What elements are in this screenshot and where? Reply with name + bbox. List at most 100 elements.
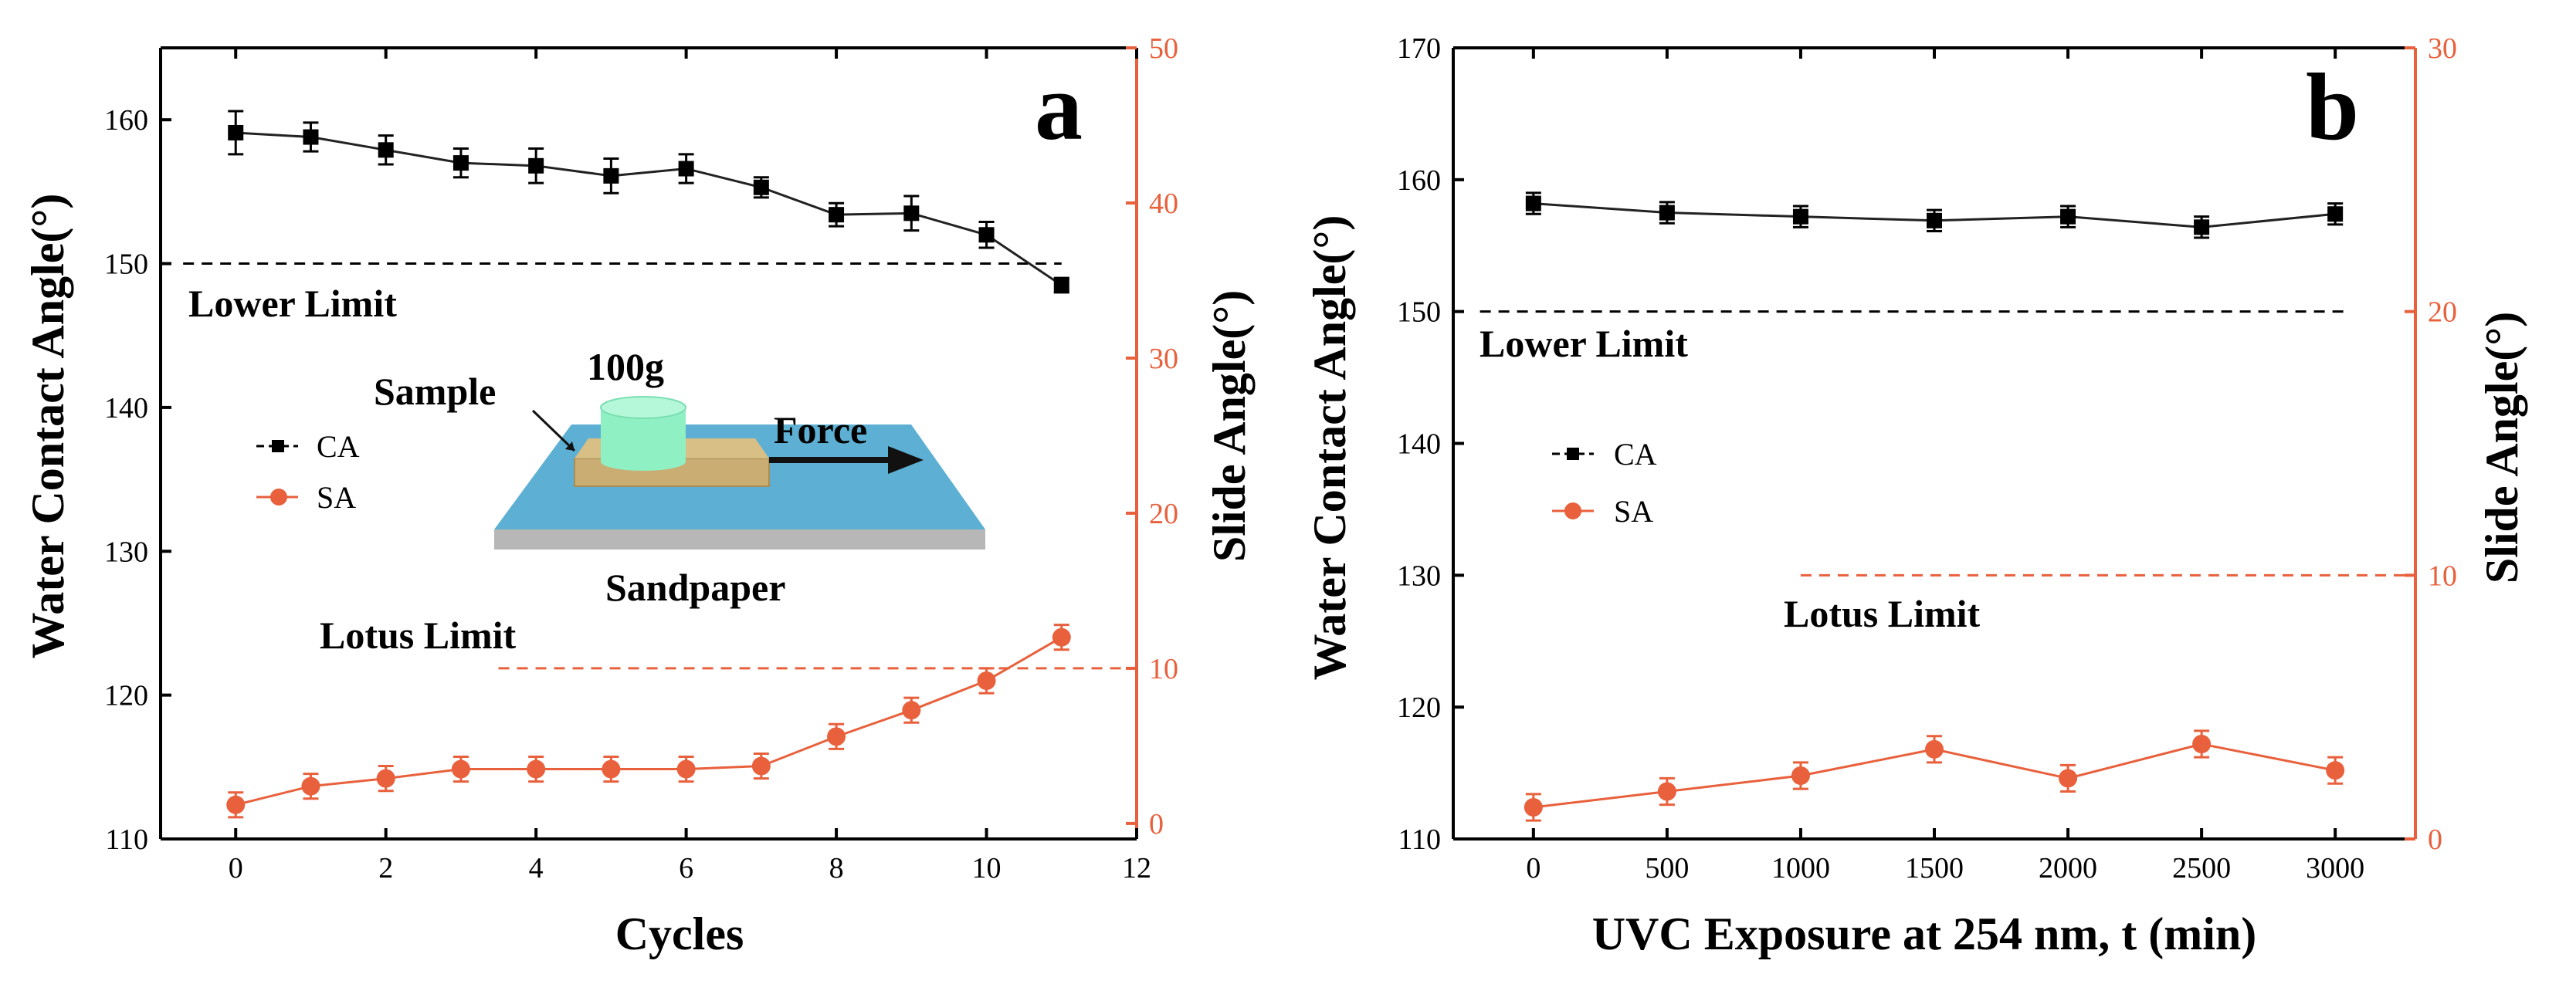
panel-b-data-point-sa bbox=[1524, 798, 1543, 817]
panel-b-x-tick-label: 1000 bbox=[1771, 852, 1830, 884]
panel-b-x-tick-label: 2500 bbox=[2172, 852, 2231, 884]
legend-ca-label: CA bbox=[1614, 437, 1657, 472]
panel-a-data-point-ca bbox=[753, 179, 769, 195]
panel-a-y-left-tick-label: 120 bbox=[104, 680, 148, 712]
panel-b-plot: 0 500 1000 1500 2000 2500 3000 110 120 130 140 150 1… bbox=[1397, 32, 2457, 884]
panel-b-data-point-ca bbox=[1927, 212, 1942, 228]
panel-a-data-point-ca bbox=[978, 227, 995, 243]
panel-b-x-tick-label: 500 bbox=[1645, 852, 1689, 884]
panel-b-y-right-tick-label: 20 bbox=[2428, 296, 2457, 329]
panel-b-lotus-limit-label: Lotus Limit bbox=[1784, 592, 1981, 635]
panel-a-data-point-ca bbox=[528, 157, 544, 174]
panel-a-data-point-sa bbox=[1052, 627, 1071, 647]
panel-b: b UVC Exposure at 254 nm, t (min) Water … bbox=[1304, 54, 2527, 959]
panel-a-y-left-tick-label: 150 bbox=[104, 249, 148, 281]
abrasion-test-diagram: 100g Sample Force Sandpaper bbox=[374, 345, 985, 609]
panel-a-x-tick-label: 12 bbox=[1122, 852, 1151, 884]
panel-a-letter: a bbox=[1035, 54, 1083, 160]
panel-b-data-point-ca bbox=[1659, 205, 1675, 221]
panel-b-y-left-tick-label: 140 bbox=[1397, 428, 1441, 461]
panel-a-data-point-ca bbox=[678, 161, 694, 177]
panel-b-data-point-sa bbox=[1657, 782, 1676, 801]
panel-a-x-title: Cycles bbox=[615, 908, 744, 959]
legend-sa-marker bbox=[270, 489, 287, 506]
panel-a-data-point-sa bbox=[301, 776, 320, 796]
panel-a-legend: CA SA bbox=[256, 429, 360, 515]
weight-top bbox=[600, 396, 686, 419]
panel-b-data-point-ca bbox=[2194, 219, 2210, 235]
panel-a-plot: 0 2 4 6 8 10 12 110 120 130 140 150 160 0 10 20 30 40 50 bbox=[104, 32, 1178, 884]
panel-b-data-point-ca bbox=[2327, 206, 2344, 222]
panel-a-data-point-ca bbox=[228, 124, 244, 140]
panel-b-data-point-ca bbox=[1525, 195, 1541, 211]
panel-a-data-point-ca bbox=[903, 205, 920, 222]
panel-a-x-tick-label: 6 bbox=[679, 852, 693, 884]
panel-a-data-point-sa bbox=[676, 759, 696, 779]
panel-a-lower-limit-label: Lower Limit bbox=[188, 282, 397, 325]
legend-sa-marker bbox=[1564, 502, 1581, 519]
panel-b-y-left-tick-label: 130 bbox=[1397, 560, 1441, 592]
legend-ca-marker bbox=[1567, 448, 1579, 460]
panel-b-y-left-tick-label: 170 bbox=[1397, 32, 1441, 65]
sample-pointer-arrow bbox=[565, 441, 575, 451]
panel-b-y-right-tick-label: 10 bbox=[2428, 560, 2457, 592]
panel-a-data-point-sa bbox=[451, 759, 470, 779]
panel-a-y-right-tick-label: 10 bbox=[1149, 653, 1178, 685]
panel-a-y-left-tick-label: 110 bbox=[105, 824, 148, 856]
sandpaper-side bbox=[494, 529, 985, 550]
panel-a-data-point-ca bbox=[303, 129, 319, 145]
panel-b-y-left-tick-label: 110 bbox=[1398, 824, 1441, 856]
panel-b-data-point-ca bbox=[2060, 208, 2076, 225]
panel-a-y-right-tick-label: 20 bbox=[1149, 498, 1178, 530]
panel-a-x-tick-label: 0 bbox=[229, 852, 243, 884]
panel-b-y-right-tick-label: 0 bbox=[2428, 824, 2442, 856]
legend-sa-label: SA bbox=[317, 480, 356, 515]
panel-a-data-point-ca bbox=[378, 142, 394, 158]
panel-b-data-point-ca bbox=[1792, 208, 1808, 225]
panel-a-series-sa-line bbox=[235, 636, 1063, 807]
panel-a-x-tick-label: 8 bbox=[829, 852, 844, 884]
force-label: Force bbox=[774, 408, 867, 452]
panel-a-data-point-ca bbox=[603, 167, 619, 184]
panel-a-data-point-sa bbox=[527, 759, 546, 779]
panel-a-x-tick-label: 4 bbox=[529, 852, 544, 884]
panel-b-x-tick-label: 1500 bbox=[1905, 852, 1964, 884]
weight-bottom bbox=[601, 452, 686, 471]
panel-b-data-point-sa bbox=[2192, 735, 2212, 753]
panel-a-lotus-limit-label: Lotus Limit bbox=[320, 614, 517, 657]
panel-a-y-right-tick-label: 50 bbox=[1149, 32, 1178, 65]
panel-b-y-left-tick-label: 150 bbox=[1397, 296, 1441, 329]
panel-b-x-title: UVC Exposure at 254 nm, t (min) bbox=[1592, 908, 2257, 959]
panel-b-y-right-title: Slide Angle(°) bbox=[2476, 312, 2527, 583]
legend-sa-label: SA bbox=[1614, 494, 1653, 529]
panel-a-y-left-tick-label: 130 bbox=[104, 536, 148, 568]
panel-b-legend: CA SA bbox=[1552, 437, 1657, 529]
panel-a-x-tick-label: 2 bbox=[378, 852, 393, 884]
panel-a-data-point-ca bbox=[1053, 277, 1069, 293]
panel-a-data-point-sa bbox=[226, 795, 246, 814]
panel-b-y-left-tick-label: 120 bbox=[1397, 692, 1441, 724]
panel-b-x-tick-label: 3000 bbox=[2306, 852, 2364, 884]
panel-a-data-point-sa bbox=[602, 759, 621, 779]
panel-a-data-point-ca bbox=[452, 155, 469, 171]
panel-a-data-point-sa bbox=[751, 756, 771, 776]
panel-a-y-right-title: Slide Angle(°) bbox=[1204, 290, 1255, 562]
panel-a-data-point-sa bbox=[977, 671, 996, 690]
panel-b-data-point-sa bbox=[1791, 766, 1810, 785]
panel-b-data-point-sa bbox=[1925, 739, 1944, 759]
legend-ca-marker bbox=[272, 440, 284, 452]
sample-label: Sample bbox=[374, 370, 496, 413]
panel-b-data-point-sa bbox=[2326, 761, 2345, 780]
panel-b-x-tick-label: 2000 bbox=[2039, 852, 2097, 884]
panel-a-data-point-sa bbox=[827, 727, 846, 746]
legend-ca-label: CA bbox=[317, 429, 360, 464]
sample-pointer-line bbox=[531, 409, 576, 452]
panel-b-lower-limit-label: Lower Limit bbox=[1480, 322, 1688, 365]
weight-label: 100g bbox=[587, 345, 664, 388]
panel-b-letter: b bbox=[2306, 54, 2359, 160]
panel-a-y-right-tick-label: 40 bbox=[1149, 188, 1178, 220]
panel-a-x-tick-label: 10 bbox=[972, 852, 1002, 884]
panel-b-data-point-sa bbox=[2059, 769, 2078, 788]
